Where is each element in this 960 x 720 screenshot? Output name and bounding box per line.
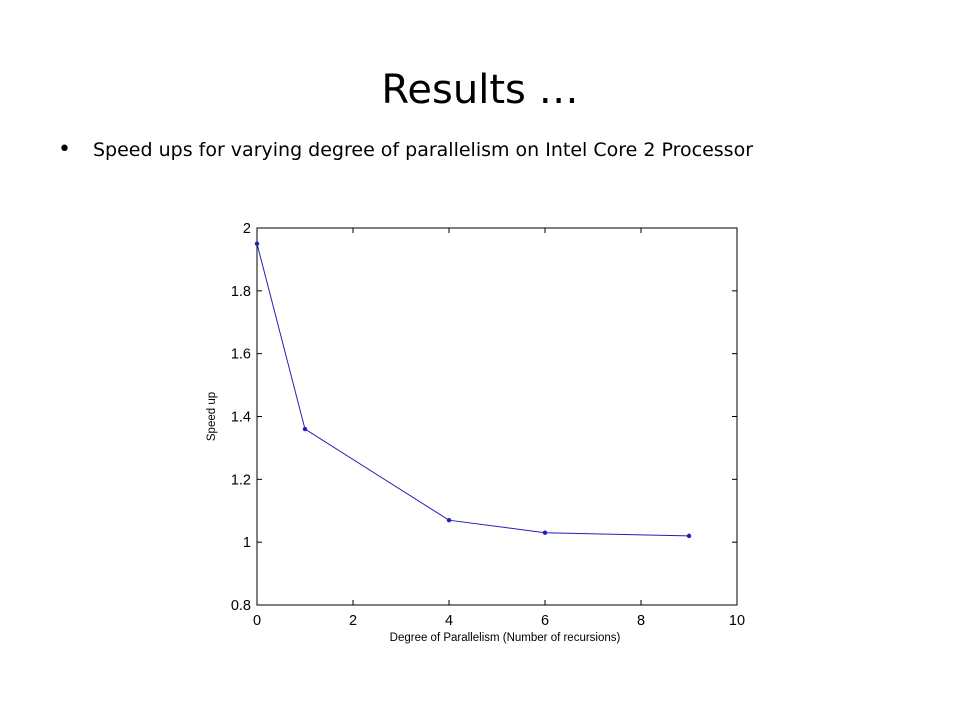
x-axis-ticks: 0 2 4 6 8 10 — [253, 228, 745, 629]
y-tick-label: 1.8 — [231, 284, 251, 300]
y-tick-label: 0.8 — [231, 598, 251, 614]
data-point — [686, 533, 692, 539]
data-point — [542, 530, 548, 535]
bullet-dot-icon: • — [58, 137, 71, 162]
y-tick-label: 1 — [243, 535, 251, 551]
data-point — [446, 517, 452, 523]
x-tick-label: 8 — [637, 613, 645, 629]
series-layer — [254, 241, 692, 539]
x-tick-label: 10 — [729, 613, 745, 629]
bullet-item: • Speed ups for varying degree of parall… — [58, 135, 918, 167]
x-axis-label: Degree of Parallelism (Number of recursi… — [390, 632, 621, 644]
data-point — [254, 241, 260, 246]
bullet-text: Speed ups for varying degree of parallel… — [93, 139, 754, 161]
x-tick-label: 6 — [541, 613, 549, 629]
x-tick-label: 2 — [349, 613, 357, 629]
y-tick-label: 2 — [243, 221, 251, 237]
x-tick-label: 4 — [445, 613, 453, 629]
x-tick-label: 0 — [253, 613, 261, 629]
slide-title: Results … — [381, 67, 579, 113]
y-axis-ticks: 0.8 1 1.2 1.4 1.6 1.8 2 — [231, 221, 737, 614]
y-tick-label: 1.2 — [231, 472, 251, 488]
plot-frame — [256, 227, 738, 606]
y-tick-label: 1.6 — [231, 347, 251, 363]
data-point — [302, 426, 308, 432]
y-tick-label: 1.4 — [231, 410, 251, 426]
y-axis-label: Speed up — [206, 392, 218, 441]
